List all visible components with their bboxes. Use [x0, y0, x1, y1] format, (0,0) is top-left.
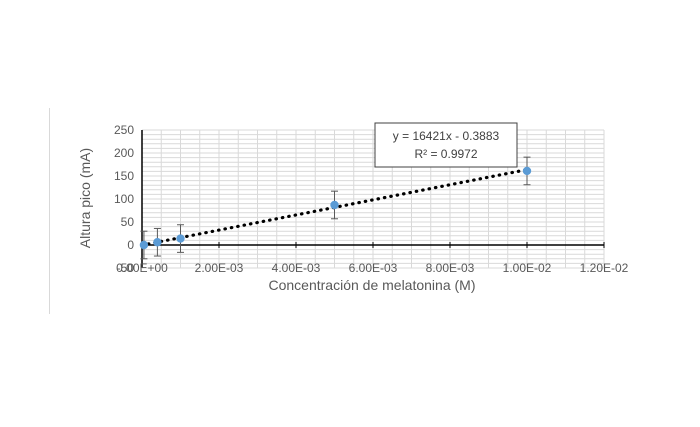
- data-point: [522, 166, 532, 176]
- y-tick-label: 150: [114, 169, 134, 183]
- data-point: [176, 234, 185, 243]
- y-tick-label: 100: [114, 192, 134, 206]
- y-tick-label: 200: [114, 146, 134, 160]
- x-tick-label: 1.20E-02: [580, 261, 629, 275]
- x-tick-label: 4.00E-03: [272, 261, 321, 275]
- trendline: [140, 167, 533, 247]
- x-tick-label: 1.00E-02: [503, 261, 552, 275]
- x-tick-label: 8.00E-03: [426, 261, 475, 275]
- y-tick-label: 0: [127, 238, 134, 252]
- r-squared-label: R² = 0.9972: [414, 147, 477, 161]
- data-point: [330, 200, 339, 210]
- data-point: [153, 238, 162, 247]
- data-points: [139, 166, 532, 250]
- y-tick-labels: -50 0 50 100 150 200 250: [114, 123, 134, 275]
- x-axis-title: Concentración de melatonina (M): [269, 277, 476, 293]
- y-tick-label: 50: [121, 215, 135, 229]
- y-axis-title: Altura pico (mA): [77, 148, 93, 248]
- trendline-equation-box: y = 16421x - 0.3883 R² = 0.9972: [374, 122, 518, 168]
- x-tick-label: 2.00E-03: [195, 261, 244, 275]
- y-tick-label: -50: [117, 261, 135, 275]
- trendline-group: [140, 167, 533, 247]
- trendline-equation: y = 16421x - 0.3883: [393, 129, 500, 143]
- data-point: [139, 240, 149, 250]
- x-tick-labels: 0.00E+00 2.00E-03 4.00E-03 6.00E-03 8.00E-03…: [116, 261, 629, 275]
- x-tick-label: 6.00E-03: [349, 261, 398, 275]
- chart-frame-edge: [49, 108, 50, 314]
- x-tick-label: 0.00E+00: [116, 261, 168, 275]
- y-tick-label: 250: [114, 123, 134, 137]
